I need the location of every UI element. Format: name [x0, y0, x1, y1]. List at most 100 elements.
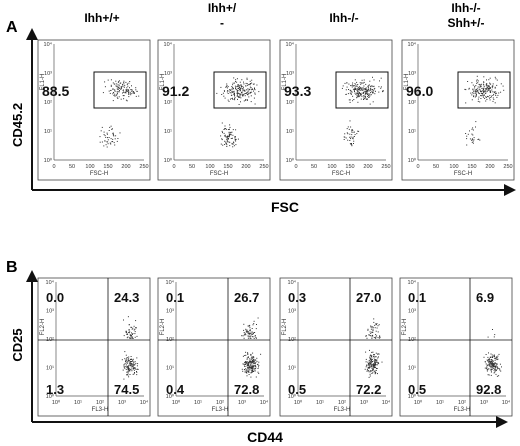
event-dot [128, 368, 130, 370]
event-dot [119, 82, 121, 84]
event-dot [492, 357, 493, 358]
event-dot [349, 89, 351, 91]
event-dot [235, 138, 237, 140]
event-dot [374, 366, 375, 368]
event-dot [479, 86, 481, 88]
event-dot [366, 370, 368, 372]
event-dot [376, 368, 378, 369]
panel-a: A CD45.2 FSC Ihh+/+ 10⁰ 10¹ 10² 10³ 10⁴ 0 50 100… [6, 1, 516, 215]
event-dot [127, 360, 129, 361]
event-dot [366, 90, 367, 92]
event-dot [231, 90, 233, 92]
event-dot [353, 85, 355, 86]
event-dot [381, 361, 383, 363]
event-dot [136, 371, 137, 372]
event-dot [255, 361, 257, 363]
event-dot [135, 95, 137, 97]
event-dot [477, 139, 479, 140]
event-dot [358, 93, 360, 95]
event-dot [133, 373, 135, 375]
event-dot [373, 367, 375, 369]
y-tick-label: 10³ [164, 71, 172, 77]
event-dot [246, 92, 248, 94]
event-dot [500, 83, 502, 85]
event-dot [468, 88, 470, 90]
event-dot [253, 97, 255, 99]
event-dot [368, 365, 370, 366]
event-dot [135, 368, 137, 370]
event-dot [249, 89, 250, 91]
event-dot [499, 368, 501, 370]
event-dot [231, 86, 233, 88]
event-dot [369, 375, 371, 377]
event-dot [230, 134, 232, 136]
event-dot [244, 355, 246, 356]
event-dot [361, 79, 363, 81]
event-dot [370, 89, 372, 91]
panel-b: B CD25 CD44 10⁰ 10¹ 10² 10³ 10⁴ 10⁰ 10¹ 10² 10³ 1… [6, 259, 513, 445]
event-dot [251, 82, 253, 84]
event-dot [368, 96, 370, 98]
event-dot [249, 366, 251, 368]
event-dot [352, 129, 354, 131]
event-dot [482, 90, 484, 92]
event-dot [489, 363, 490, 365]
event-dot [497, 368, 498, 370]
event-dot [248, 371, 250, 373]
event-dot [109, 126, 111, 128]
event-dot [483, 91, 485, 93]
event-dot [247, 337, 249, 339]
event-dot [247, 91, 249, 93]
event-dot [374, 359, 376, 361]
event-dot [472, 142, 474, 144]
x-tick-label: 10⁴ [140, 399, 149, 406]
event-dot [109, 142, 111, 144]
event-dot [474, 96, 476, 98]
event-dot [376, 359, 378, 361]
event-dot [356, 85, 358, 87]
event-dot [247, 94, 249, 95]
gated-events [341, 76, 384, 147]
event-dot [131, 328, 133, 330]
event-dot [352, 88, 354, 90]
event-dot [250, 95, 252, 97]
event-dot [104, 135, 106, 137]
event-dot [258, 365, 260, 367]
event-dot [495, 358, 497, 360]
event-dot [134, 333, 136, 335]
event-dot [123, 335, 125, 337]
event-dot [134, 372, 135, 373]
event-dot [237, 93, 239, 95]
event-dot [241, 91, 243, 93]
event-dot [239, 93, 241, 95]
event-dot [130, 335, 132, 337]
event-dot [375, 352, 377, 354]
x-tick-label: 150 [345, 164, 354, 170]
event-dot [359, 88, 361, 89]
event-dot [374, 87, 376, 89]
event-dot [375, 330, 377, 332]
event-dot [373, 337, 375, 338]
event-dot [372, 89, 374, 90]
x-tick-label: 100 [85, 164, 94, 170]
x-tick-label: 150 [103, 164, 112, 170]
event-dot [227, 136, 229, 138]
event-dot [132, 366, 134, 368]
event-dot [374, 366, 376, 368]
event-dot [124, 351, 126, 353]
event-dot [488, 352, 489, 354]
event-dot [136, 371, 138, 373]
event-dot [490, 83, 492, 85]
event-dot [238, 93, 240, 95]
event-dot [251, 356, 253, 358]
event-dot [112, 88, 114, 90]
event-dot [125, 364, 127, 366]
event-dot [374, 93, 376, 95]
gate-box [335, 71, 389, 109]
event-dot [232, 99, 234, 100]
gate-box [213, 71, 267, 109]
event-dot [468, 87, 470, 89]
event-dot [368, 371, 370, 373]
event-dot [365, 87, 367, 89]
event-dot [237, 98, 238, 100]
